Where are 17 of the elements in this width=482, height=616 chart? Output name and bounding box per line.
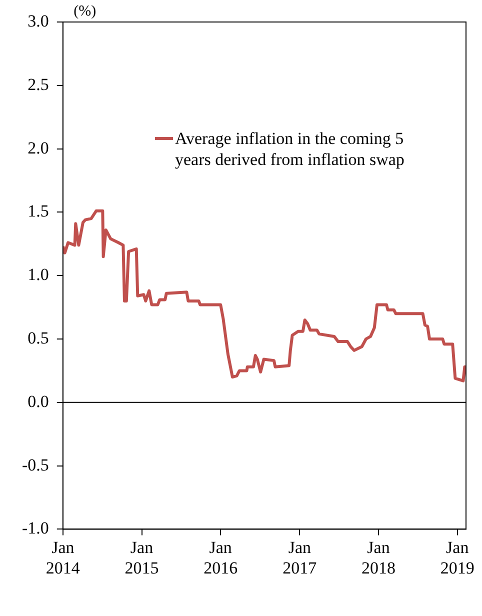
x-tick-label: Jan 2017 [282,538,318,578]
y-tick-label: 1.5 [28,202,49,221]
y-tick-label: 3.0 [28,11,49,30]
x-tick-label: Jan 2014 [46,538,80,578]
x-tick-label: Jan 2018 [362,538,396,578]
y-tick-label: 2.0 [28,138,49,158]
x-tick-label: Jan 2019 [440,538,474,578]
y-tick-label: 0.5 [28,328,49,348]
x-tick-label: Jan 2015 [124,538,159,578]
y-tick-label: -0.5 [22,455,49,474]
y-tick-label: 2.5 [28,74,49,94]
y-tick-label: 0.0 [28,392,49,411]
y-axis-title: (%) [74,3,96,20]
y-tick-label: 1.0 [28,265,49,284]
legend-label: Average inflation in the coming 5 years derived from inflation swap [175,128,406,170]
y-tick-label: -1.0 [22,518,49,538]
x-tick-label: Jan 2016 [204,538,238,578]
